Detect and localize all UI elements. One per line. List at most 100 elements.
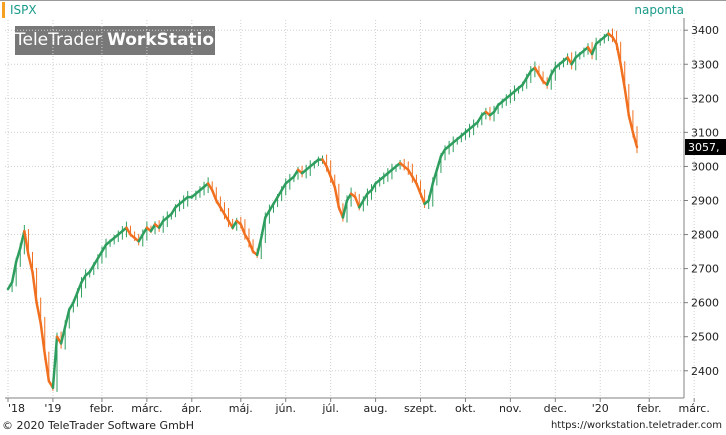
- instrument-symbol[interactable]: ISPX: [2, 2, 37, 18]
- price-segment: [627, 114, 635, 134]
- price-segment: [96, 250, 104, 260]
- price-segment: [623, 86, 631, 117]
- x-tick-label: ápr.: [181, 402, 202, 415]
- price-segment: [521, 76, 528, 86]
- plot-border: [5, 18, 685, 399]
- price-segment: [141, 226, 149, 236]
- x-tick-label: máj.: [229, 402, 253, 415]
- price-segment: [35, 301, 42, 325]
- last-value-box: [685, 139, 726, 156]
- price-segment: [362, 192, 369, 202]
- price-segment: [537, 73, 545, 83]
- price-segment: [243, 233, 251, 243]
- price-segment: [43, 352, 51, 383]
- price-segment: [76, 280, 83, 294]
- x-tick-label: nov.: [499, 402, 522, 415]
- price-segment: [92, 257, 100, 267]
- price-segment: [206, 182, 214, 192]
- price-segment: [264, 209, 271, 219]
- price-segment: [255, 236, 263, 257]
- last-value-label: 3057,: [688, 141, 720, 154]
- price-segment: [427, 182, 435, 202]
- price-segment: [292, 168, 300, 178]
- price-segment: [231, 219, 238, 229]
- price-segment: [321, 158, 328, 168]
- price-segment: [611, 35, 618, 46]
- price-segment: [276, 189, 283, 199]
- x-tick-label: júl.: [321, 402, 339, 415]
- x-tick-label: márc.: [131, 402, 162, 415]
- x-tick-label: jún.: [274, 402, 296, 415]
- x-tick-label: okt.: [455, 402, 476, 415]
- price-segment: [14, 246, 22, 264]
- price-segment: [68, 301, 75, 311]
- price-segment: [419, 192, 426, 206]
- price-segment: [358, 199, 365, 209]
- price-segment: [341, 199, 349, 219]
- y-tick-label: 2700: [691, 263, 719, 276]
- price-segment: [407, 168, 414, 178]
- price-segment: [370, 182, 377, 192]
- price-segment: [239, 223, 247, 236]
- y-tick-label: 2400: [691, 365, 719, 378]
- y-axis: 2400 2500 2600 2700 2800 2900 3000 3100 3200 3300…: [684, 24, 719, 378]
- price-segment: [259, 216, 267, 240]
- price-segment: [6, 280, 14, 291]
- price-segment: [329, 175, 337, 189]
- price-segment: [247, 240, 255, 253]
- price-segment: [476, 114, 484, 124]
- price-segment: [272, 195, 279, 206]
- x-tick-label: '18: [8, 402, 25, 415]
- y-tick-label: 2600: [691, 297, 719, 310]
- price-segment: [149, 223, 157, 233]
- source-url[interactable]: https://workstation.teletrader.com: [550, 420, 722, 431]
- price-chart[interactable]: 2400 2500 2600 2700 2800 2900 3000 3100 3200 3300…: [0, 0, 726, 418]
- price-segment: [345, 192, 353, 202]
- price-segment: [549, 66, 557, 76]
- price-segment: [353, 195, 361, 209]
- top-border: [0, 0, 726, 1]
- y-tick-label: 3200: [691, 92, 719, 105]
- copyright-text: © 2020 TeleTrader Software GmbH: [2, 419, 195, 432]
- price-segment: [125, 226, 132, 236]
- x-tick-label: '19: [44, 402, 61, 415]
- y-tick-label: 2800: [691, 229, 719, 242]
- x-tick-label: febr.: [90, 402, 115, 415]
- y-tick-label: 3000: [691, 160, 719, 173]
- price-segment: [219, 206, 226, 216]
- y-tick-label: 2500: [691, 331, 719, 344]
- price-segment: [545, 73, 553, 86]
- x-axis: '18 '19 febr. márc. ápr. máj. jún. júl. aug. szep…: [7, 398, 710, 415]
- y-tick-label: 3300: [691, 58, 719, 71]
- x-tick-label: dec.: [544, 402, 567, 415]
- price-segment: [51, 335, 59, 390]
- price-segment: [72, 291, 79, 304]
- price-segment: [492, 103, 500, 114]
- price-segment: [215, 199, 222, 209]
- x-tick-label: szept.: [404, 402, 437, 415]
- interval-label[interactable]: naponta: [634, 3, 684, 17]
- price-segment: [39, 321, 47, 355]
- price-segment: [280, 182, 287, 192]
- price-segment: [223, 212, 230, 223]
- price-segment: [23, 229, 30, 257]
- price-series: [6, 28, 639, 392]
- price-segment: [268, 202, 275, 212]
- logo-text-bold: WorkStation: [107, 30, 227, 50]
- price-segment: [415, 182, 422, 195]
- price-segment: [590, 42, 598, 56]
- price-segment: [619, 63, 626, 90]
- price-segment: [100, 243, 108, 253]
- price-segment: [210, 189, 218, 202]
- x-tick-label: márc.: [679, 402, 710, 415]
- price-segment: [533, 66, 541, 76]
- x-tick-label: febr.: [637, 402, 662, 415]
- price-segment: [157, 219, 165, 229]
- x-tick-label: aug.: [363, 402, 387, 415]
- price-segment: [631, 131, 639, 149]
- y-tick-label: 3100: [691, 126, 719, 139]
- price-segment: [80, 274, 87, 284]
- price-segment: [431, 168, 439, 185]
- price-segment: [10, 260, 18, 284]
